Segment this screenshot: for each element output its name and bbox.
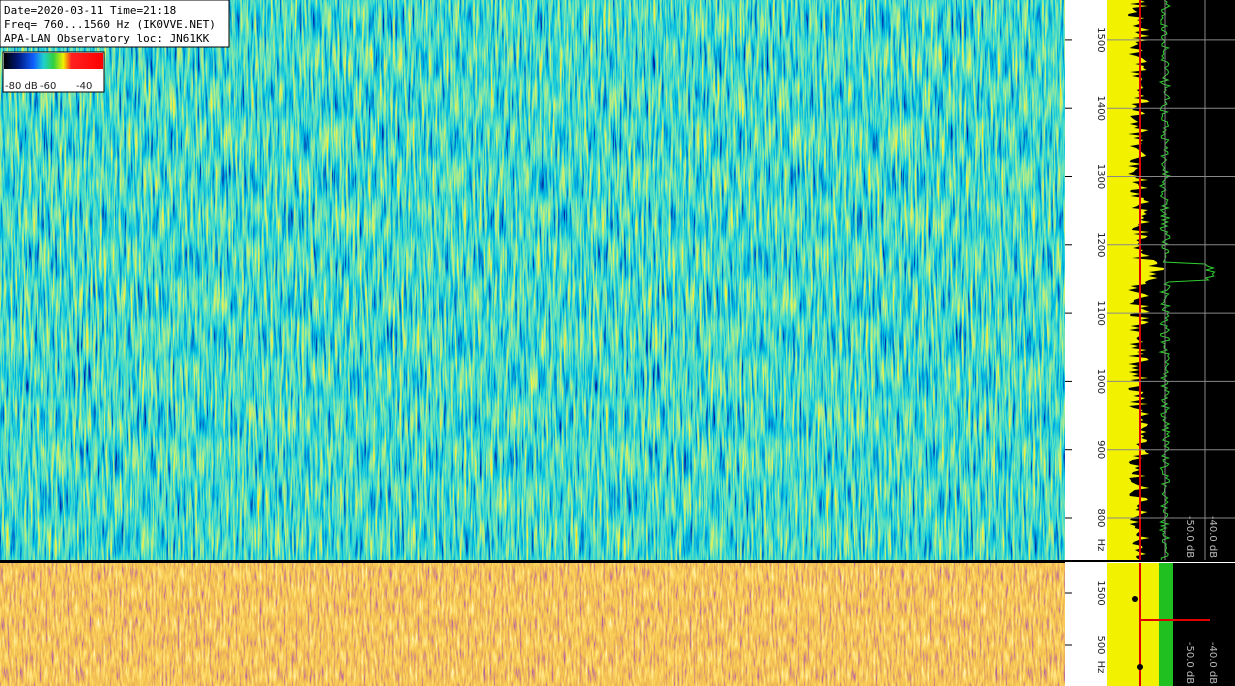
tick-label: 1500: [1095, 580, 1106, 605]
tick-label: 500: [1095, 635, 1106, 654]
waterfall: [0, 0, 1065, 560]
marker: [1137, 664, 1143, 670]
lower-spectrum-fill: [1107, 563, 1159, 686]
tick-label: 800: [1095, 508, 1106, 527]
info-line: Freq= 760...1560 Hz (IK0VVE.NET): [4, 18, 216, 31]
tick-label: 1400: [1095, 95, 1106, 120]
tick-label: 1000: [1095, 369, 1106, 394]
marker: [1132, 596, 1138, 602]
tick-label: 1200: [1095, 232, 1106, 257]
colorbar-label: -80 dB: [5, 81, 38, 92]
colorbar-gradient: [4, 53, 103, 69]
tick-label: 900: [1095, 440, 1106, 459]
lower-spectrum-trace: [1159, 563, 1173, 686]
tick-label: 1300: [1095, 164, 1106, 189]
separator: [0, 560, 1065, 563]
colorbar-label: -40: [76, 81, 92, 92]
spectrum-label: -40.0 dB: [1207, 516, 1218, 558]
spectrum-label: -50.0 dB: [1184, 516, 1195, 558]
colorbar: -80 dB -60 -40: [3, 52, 104, 92]
axis-unit: Hz: [1095, 661, 1106, 674]
info-line: Date=2020-03-11 Time=21:18: [4, 4, 176, 17]
tick-label: 1500: [1095, 27, 1106, 52]
tick-label: 1100: [1095, 300, 1106, 325]
info-box: Date=2020-03-11 Time=21:18 Freq= 760...1…: [0, 0, 229, 47]
lower-waterfall: [0, 563, 1065, 686]
spectrogram-screen: Date=2020-03-11 Time=21:18 Freq= 760...1…: [0, 0, 1235, 686]
spectrum-label: -40.0 dB: [1207, 642, 1218, 684]
axis-unit: Hz: [1095, 539, 1106, 552]
colorbar-label: -60: [40, 81, 56, 92]
info-line: APA-LAN Observatory loc: JN61KK: [4, 32, 210, 45]
spectrum-label: -50.0 dB: [1184, 642, 1195, 684]
